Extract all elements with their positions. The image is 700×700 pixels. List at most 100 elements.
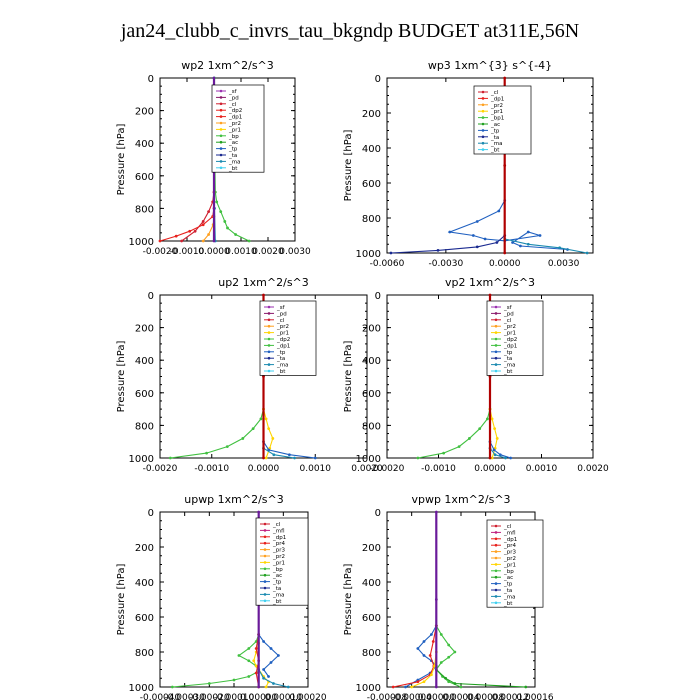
- series-point: [439, 633, 443, 636]
- legend-marker: [494, 331, 498, 334]
- legend-label: _ta: [228, 153, 237, 159]
- legend-label: _sf: [276, 305, 286, 311]
- series-point: [519, 244, 522, 248]
- legend-marker: [481, 116, 485, 119]
- legend-marker: [494, 582, 498, 585]
- y-tick-label: 200: [362, 324, 381, 335]
- y-tick-label: 400: [135, 139, 154, 150]
- series-point: [478, 427, 482, 431]
- series-point: [493, 453, 497, 457]
- legend-label: _bt: [503, 601, 513, 607]
- series-point: [247, 675, 251, 678]
- x-tick-label: 0.00004: [442, 693, 479, 700]
- y-tick-label: 800: [135, 648, 154, 659]
- legend-label: _pr2: [276, 324, 289, 330]
- series-point: [225, 445, 229, 448]
- series-point: [416, 680, 420, 684]
- series-point: [498, 453, 502, 457]
- series-point: [180, 239, 184, 243]
- y-tick-label: 0: [375, 291, 381, 302]
- legend-marker: [219, 96, 223, 99]
- x-tick-label: -0.00004: [391, 693, 432, 700]
- y-tick-label: 600: [135, 613, 154, 624]
- series-point: [509, 456, 512, 460]
- series-point: [254, 671, 258, 675]
- series-point: [422, 680, 426, 684]
- series-point: [428, 654, 432, 657]
- series-point: [416, 647, 420, 650]
- series-line: [417, 408, 491, 459]
- legend-label: _ac: [272, 573, 282, 579]
- x-tick-label: 0.00016: [516, 693, 553, 700]
- series-point: [207, 682, 211, 685]
- legend-marker: [219, 115, 223, 118]
- x-tick-label: 0.0000: [474, 464, 506, 474]
- legend-marker: [494, 363, 498, 366]
- legend-marker: [494, 356, 498, 360]
- series-point: [434, 598, 438, 601]
- legend-label: _pr2: [503, 556, 516, 562]
- legend-label: _ma: [490, 141, 502, 147]
- series-point: [262, 375, 265, 378]
- legend-label: _ma: [276, 363, 288, 369]
- x-tick-label: -0.0010: [421, 464, 456, 474]
- x-tick-label: 0.00020: [289, 693, 326, 700]
- panel-title: vp2 1xm^2/s^3: [445, 276, 535, 289]
- legend-marker: [219, 160, 223, 163]
- series-point: [158, 239, 162, 243]
- y-tick-label: 200: [135, 107, 154, 118]
- y-tick-label: 400: [362, 356, 381, 367]
- x-tick-label: 0.0020: [351, 464, 383, 474]
- legend-label: _pr3: [272, 548, 286, 554]
- series-point: [468, 437, 471, 440]
- series-point: [267, 427, 271, 431]
- legend-label: _pr1: [272, 560, 285, 566]
- legend-marker: [494, 601, 498, 605]
- panel-6: vpwp 1xm^2/s^3 0 200 400 600 800 1000-0.00008-…: [343, 493, 554, 700]
- y-tick-label: 800: [135, 421, 154, 432]
- series-line: [263, 441, 316, 459]
- legend-marker: [219, 134, 223, 138]
- legend-label: _tp: [503, 350, 513, 356]
- legend-label: _bp: [272, 567, 283, 573]
- y-tick-label: 800: [135, 204, 154, 215]
- x-tick-label: -0.00030: [164, 693, 205, 700]
- legend-marker: [494, 344, 498, 347]
- x-tick-label: -0.0060: [370, 259, 405, 269]
- legend-marker: [267, 369, 271, 373]
- series-point: [168, 456, 172, 460]
- legend-label: _tp: [272, 580, 282, 586]
- y-tick-label: 600: [135, 172, 154, 183]
- series-point: [488, 456, 492, 460]
- legend-marker: [263, 554, 267, 558]
- legend-marker: [263, 535, 267, 539]
- legend-label: _pr2: [272, 554, 285, 560]
- series-point: [490, 417, 494, 421]
- series-point: [416, 456, 420, 460]
- series-point: [404, 685, 407, 689]
- series-line: [172, 634, 260, 688]
- series-point: [293, 456, 296, 460]
- series-line: [159, 208, 215, 242]
- legend-marker: [267, 324, 271, 328]
- series-point: [422, 654, 426, 657]
- series-point: [483, 237, 487, 241]
- x-tick-label: 0.0010: [225, 247, 257, 257]
- legend-label: _dp2: [276, 337, 290, 343]
- y-tick-label: 200: [362, 109, 381, 120]
- legend-label: _pr2: [503, 324, 516, 330]
- series-point: [558, 246, 562, 250]
- legend-label: _cl: [503, 318, 512, 324]
- legend-marker: [267, 305, 271, 309]
- panel-title: upwp 1xm^2/s^3: [184, 493, 284, 506]
- legend-label: _ta: [490, 135, 499, 141]
- series-point: [495, 241, 499, 244]
- legend-label: _pd: [228, 95, 239, 101]
- legend-label: _cl: [503, 524, 512, 530]
- legend-marker: [263, 522, 267, 526]
- legend-label: _mfl: [503, 530, 516, 536]
- legend-label: _cl: [272, 522, 281, 528]
- panel-title: up2 1xm^2/s^3: [218, 276, 309, 289]
- series-point: [267, 675, 270, 678]
